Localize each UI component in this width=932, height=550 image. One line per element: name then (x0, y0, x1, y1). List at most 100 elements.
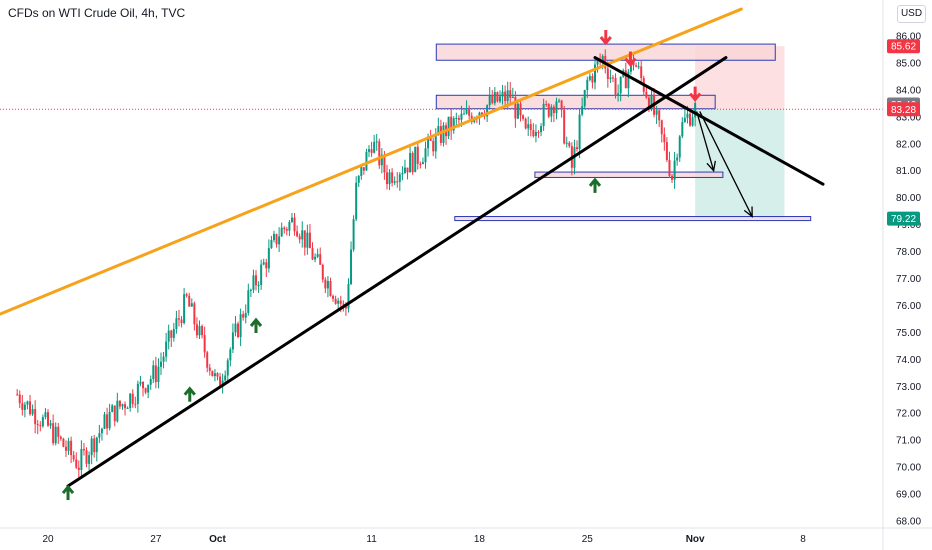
candle (547, 103, 550, 119)
candle (49, 419, 52, 429)
candle (195, 317, 198, 339)
price-tick-label: 82.00 (896, 139, 921, 150)
candle (578, 108, 581, 159)
candle-body (283, 227, 286, 230)
candle (445, 122, 448, 145)
candle-body (80, 449, 83, 470)
candle (550, 104, 553, 123)
candle (154, 356, 157, 389)
candle-body (691, 117, 694, 126)
candle-body (77, 467, 80, 470)
candle-body (501, 91, 504, 97)
candle (357, 174, 360, 188)
candle-body (34, 409, 37, 425)
candle (203, 326, 206, 358)
candle-body (450, 116, 453, 131)
candle (319, 247, 322, 265)
candle-body (493, 92, 496, 104)
candle (111, 403, 114, 413)
candle (67, 437, 70, 455)
candle (565, 136, 568, 148)
candle (23, 401, 26, 418)
candle-body (465, 109, 468, 114)
candle (116, 392, 119, 423)
candle (432, 137, 435, 157)
candle-body (552, 106, 555, 114)
candle (506, 81, 509, 108)
price-label-bg (887, 211, 920, 226)
candle (131, 389, 134, 408)
candle (468, 105, 471, 120)
candle (442, 122, 445, 147)
candle-body (239, 314, 242, 338)
candle-body (683, 117, 686, 123)
candle-body (44, 412, 47, 418)
candle-body (596, 60, 599, 65)
candle-body (72, 455, 75, 460)
candle-body (519, 103, 522, 116)
candle (421, 157, 424, 165)
candle-body (211, 370, 214, 377)
candle (332, 294, 335, 302)
candle-body (671, 175, 674, 180)
candle-body (260, 264, 263, 285)
candle (152, 360, 155, 384)
candle (57, 423, 60, 444)
candle (172, 322, 175, 342)
projection-arrow-2 (699, 111, 753, 218)
candle (106, 407, 109, 435)
candle-body (601, 55, 604, 62)
candle (522, 114, 525, 121)
candle-body (488, 96, 491, 106)
candle (527, 116, 530, 136)
candle (681, 117, 684, 139)
candle (380, 148, 383, 174)
candle (393, 176, 396, 186)
candle-body (578, 114, 581, 150)
candle-body (558, 100, 561, 102)
candle (593, 57, 596, 90)
candle-body (52, 423, 55, 444)
candle (658, 109, 661, 127)
candle (93, 435, 96, 458)
candle (665, 137, 668, 163)
candle-body (627, 71, 630, 89)
projection-arrow-head (743, 206, 753, 218)
candle (296, 225, 299, 238)
candle-body (332, 295, 335, 299)
candle (283, 226, 286, 234)
candle (463, 108, 466, 115)
candle (586, 76, 589, 99)
price-tick-label: 70.00 (896, 463, 921, 474)
candle-body (640, 66, 643, 79)
candle (388, 169, 391, 191)
candle-body (635, 65, 638, 67)
price-tick-label: 84.00 (896, 85, 921, 96)
candle-body (21, 403, 24, 410)
candle-body (568, 142, 571, 147)
price-axis[interactable]: 86.0085.0084.0083.0082.0081.0080.0079.00… (882, 0, 921, 550)
price-label-text: 83.28 (891, 105, 916, 116)
candle-body (201, 326, 204, 336)
candle-body (650, 94, 653, 110)
candle (671, 174, 674, 183)
time-axis[interactable]: 20 27 Oct 11 18 25 Nov 8 (0, 527, 932, 545)
price-label-text: 79.22 (891, 214, 916, 225)
candle-body (29, 401, 32, 415)
candle-body (319, 254, 322, 265)
candle (491, 90, 494, 105)
candle-body (663, 134, 666, 143)
candle-body (95, 437, 98, 453)
currency-button[interactable]: USD (897, 5, 926, 23)
candle (85, 447, 88, 468)
candle-body (100, 428, 103, 434)
candle (144, 387, 147, 395)
candle-body (457, 117, 460, 120)
candle (216, 372, 219, 381)
candle (177, 309, 180, 327)
candle (663, 127, 666, 151)
chart-title: CFDs on WTI Crude Oil, 4h, TVC (8, 6, 186, 20)
candle (385, 164, 388, 190)
candle (193, 301, 196, 331)
